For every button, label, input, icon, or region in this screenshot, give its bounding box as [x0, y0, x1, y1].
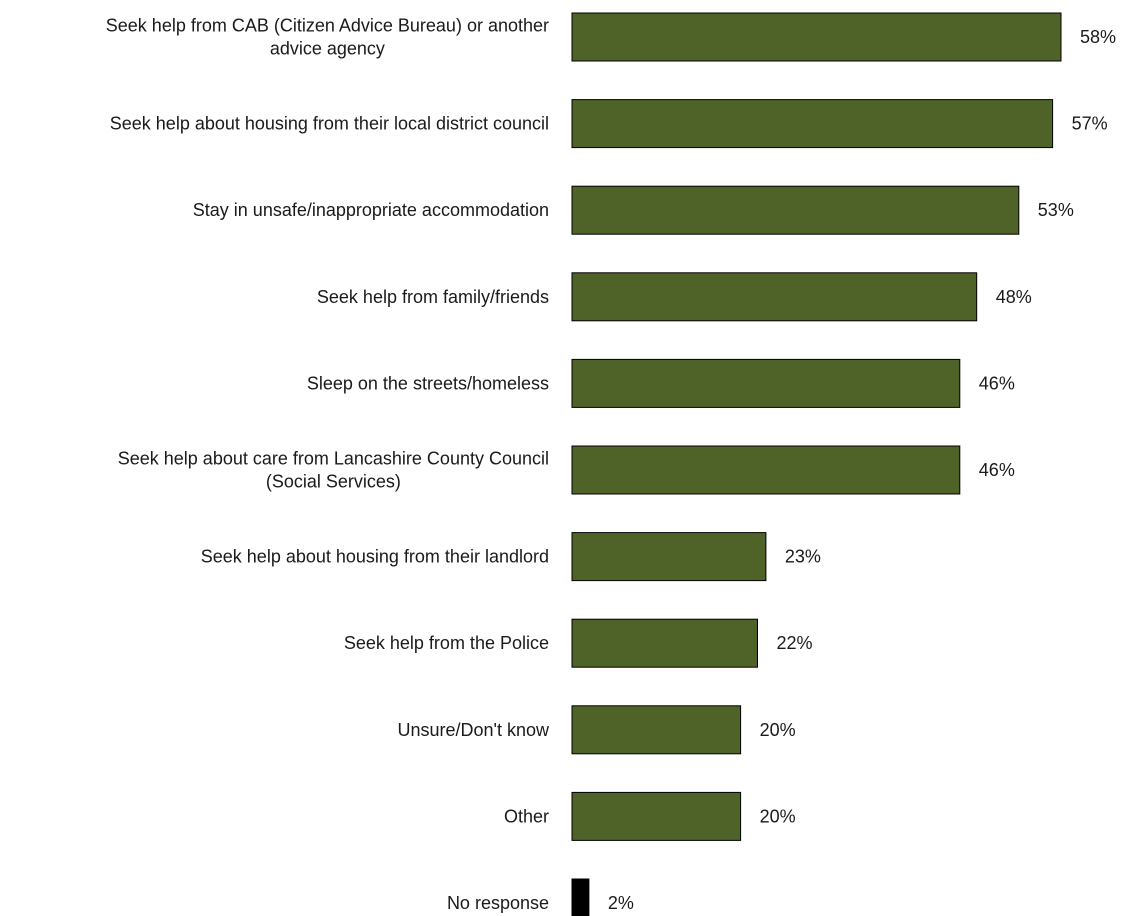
category-label: Unsure/Don't know — [397, 720, 550, 740]
category-labels-layer: Seek help from CAB (Citizen Advice Burea… — [106, 16, 550, 914]
bar — [571, 185, 1020, 235]
category-label: Seek help about housing from their landl… — [201, 547, 549, 567]
bar — [571, 878, 590, 916]
value-label: 46% — [979, 460, 1015, 480]
category-label: Seek help from family/friends — [317, 287, 549, 307]
category-label: No response — [447, 893, 549, 913]
bar — [571, 532, 767, 582]
bar — [571, 12, 1062, 62]
value-label: 20% — [760, 806, 796, 826]
value-label: 22% — [777, 633, 813, 653]
category-label: Seek help from the Police — [344, 633, 549, 653]
bar — [571, 618, 758, 668]
category-label: Sleep on the streets/homeless — [307, 373, 549, 393]
category-label-line: (Social Services) — [266, 472, 401, 492]
bar — [571, 791, 742, 841]
value-label: 46% — [979, 373, 1015, 393]
bar — [571, 705, 742, 755]
category-label-line: Seek help about care from Lancashire Cou… — [118, 449, 549, 469]
value-labels-layer: 58% 57% 53% 48% 46% 46% 23% 22% 20% 20% 2% — [608, 27, 1116, 913]
category-label: Seek help about housing from their local… — [110, 114, 549, 134]
bar — [571, 99, 1054, 149]
category-label: Seek help from CAB (Citizen Advice Burea… — [106, 16, 549, 59]
category-label: Seek help about care from Lancashire Cou… — [118, 449, 549, 492]
value-label: 58% — [1080, 27, 1116, 47]
value-label: 48% — [996, 287, 1032, 307]
value-label: 20% — [760, 720, 796, 740]
bar — [571, 358, 961, 408]
bars-layer — [571, 12, 1062, 916]
bar — [571, 272, 978, 322]
bar — [571, 445, 961, 495]
category-label-line: Seek help from CAB (Citizen Advice Burea… — [106, 16, 549, 36]
value-label: 2% — [608, 893, 634, 913]
value-label: 57% — [1072, 114, 1108, 134]
category-label: Other — [504, 806, 549, 826]
value-label: 53% — [1038, 200, 1074, 220]
category-label: Stay in unsafe/inappropriate accommodati… — [193, 200, 549, 220]
value-label: 23% — [785, 547, 821, 567]
category-label-line: advice agency — [270, 39, 385, 59]
